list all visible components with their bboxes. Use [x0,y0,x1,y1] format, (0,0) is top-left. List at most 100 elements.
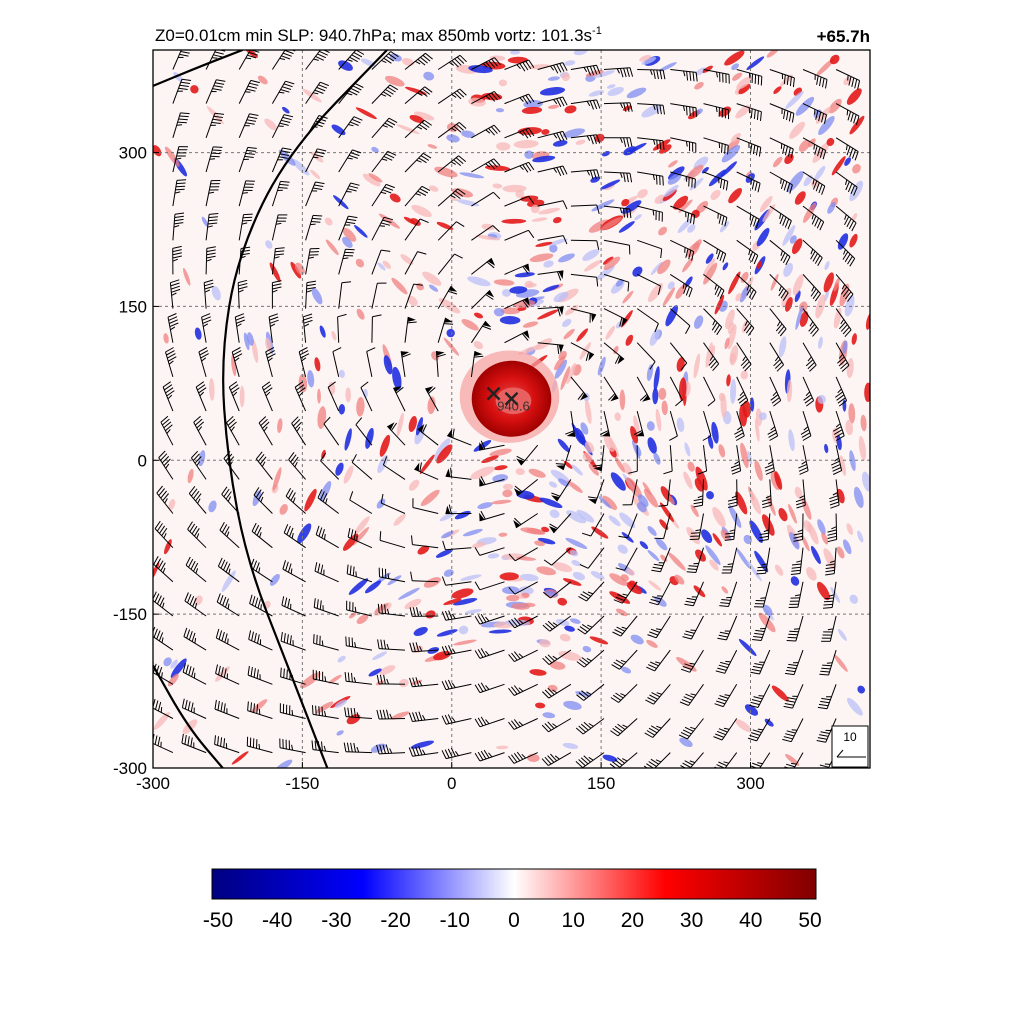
wind-barb-feather [629,173,633,183]
wind-barb-shaft [660,547,671,572]
vorticity-cell [692,239,702,250]
colorbar-ticks: -50 -40 -30 -20 -10 0 10 20 30 40 50 [203,909,822,932]
wind-barb-feather [718,728,728,733]
wind-barb-feather [209,158,216,160]
wind-barb-feather [153,663,157,673]
wind-barb-feather [795,594,801,597]
wind-barb-feather [656,725,662,729]
wind-barb-feather [158,450,166,458]
wind-barb-feather [380,93,387,97]
wind-barb-shaft [280,676,306,685]
wind-barb-feather [687,568,697,570]
wind-barb-shaft [216,601,240,617]
wind-barb-shaft [769,69,795,79]
vorticity-cell [849,594,859,604]
wind-barb-feather [788,112,792,122]
wind-barb-feather [419,90,428,97]
wind-barb-feather [477,614,484,624]
vorticity-cell [710,189,721,200]
wind-barb-feather [219,522,225,531]
wind-barb-feather [543,559,552,566]
vorticity-cell [460,574,482,581]
wind-barb-shaft [282,568,306,583]
vorticity-cell [503,483,513,490]
vorticity-cell [747,450,753,465]
wind-barb-feather [760,76,763,86]
wind-barb-shaft [724,649,738,674]
wind-barb-shaft [345,751,372,754]
wind-barb-feather [160,490,167,499]
wind-barb-shaft [238,113,250,138]
wind-barb-feather [448,610,453,620]
vorticity-cell [302,88,322,103]
wind-barb-shaft [238,50,251,70]
wind-barb-shaft [736,274,757,293]
vorticity-cell [837,233,849,250]
wind-barb-feather [522,164,529,173]
vorticity-cell [786,379,793,403]
vorticity-cell [541,129,550,135]
wind-barb-feather [685,248,689,258]
wind-barb-feather [191,667,195,677]
wind-barb-feather [166,390,175,397]
wind-barb-feather [169,319,178,324]
wind-barb-feather [176,124,183,126]
wind-barb-feather [789,184,793,194]
wind-barb-feather [657,595,663,597]
vorticity-cell [399,678,409,688]
vorticity-cell [720,529,730,541]
wind-barb-feather [678,734,688,740]
wind-barb-feather [474,547,481,556]
wind-barb-feather [614,759,623,766]
wind-barb-feather [236,323,242,327]
wind-barb-feather [206,249,216,253]
wind-barb-shaft [556,479,572,502]
wind-barb-shaft [338,182,352,207]
wind-barb-feather [294,421,302,430]
wind-barb-feather [322,493,328,502]
wind-barb-feather [751,291,757,301]
vorticity-cell [726,374,731,387]
wind-barb-feather [646,666,655,672]
wind-barb-feather [154,735,158,745]
wind-barb-feather [814,145,818,155]
wind-barb-feather [275,250,285,253]
vorticity-cell [343,465,354,484]
wind-barb-feather [814,217,820,227]
vorticity-cell [701,529,713,544]
wind-barb-feather [279,122,289,126]
wind-barb-shaft [337,316,340,343]
wind-barb-feather [649,601,659,606]
wind-barb-feather [508,654,515,662]
vorticity-cell [356,397,365,417]
wind-barb-pennant [447,428,452,438]
wind-barb-feather [294,461,298,468]
wind-barb-pennant [621,318,628,327]
wind-barb-pennant [448,286,458,292]
wind-barb-feather [610,697,619,703]
wind-barb-feather [194,602,198,609]
wind-barb-feather [311,221,321,223]
vorticity-cell [770,273,779,291]
wind-barb-feather [727,563,734,565]
wind-barb-feather [622,758,628,762]
vorticity-cell [337,655,346,663]
wind-barb-feather [686,571,696,573]
wind-barb-feather [659,140,662,150]
wind-barb-feather [418,746,423,756]
vorticity-cell [473,312,484,319]
wind-barb-feather [482,325,492,330]
wind-barb-feather [474,650,481,659]
wind-barb-feather [553,99,558,105]
vorticity-cell [621,198,630,207]
wind-barb-feather [385,55,394,62]
wind-barb-feather [682,636,692,640]
wind-barb-feather [289,527,294,537]
wind-barb-feather [193,490,200,499]
wind-barb-feather [657,285,661,295]
wind-barb-feather [320,452,327,462]
wind-barb-feather [643,765,649,768]
wind-barb-feather [474,581,481,591]
wind-barb-pennant [523,297,530,306]
wind-barb-feather [692,107,694,117]
